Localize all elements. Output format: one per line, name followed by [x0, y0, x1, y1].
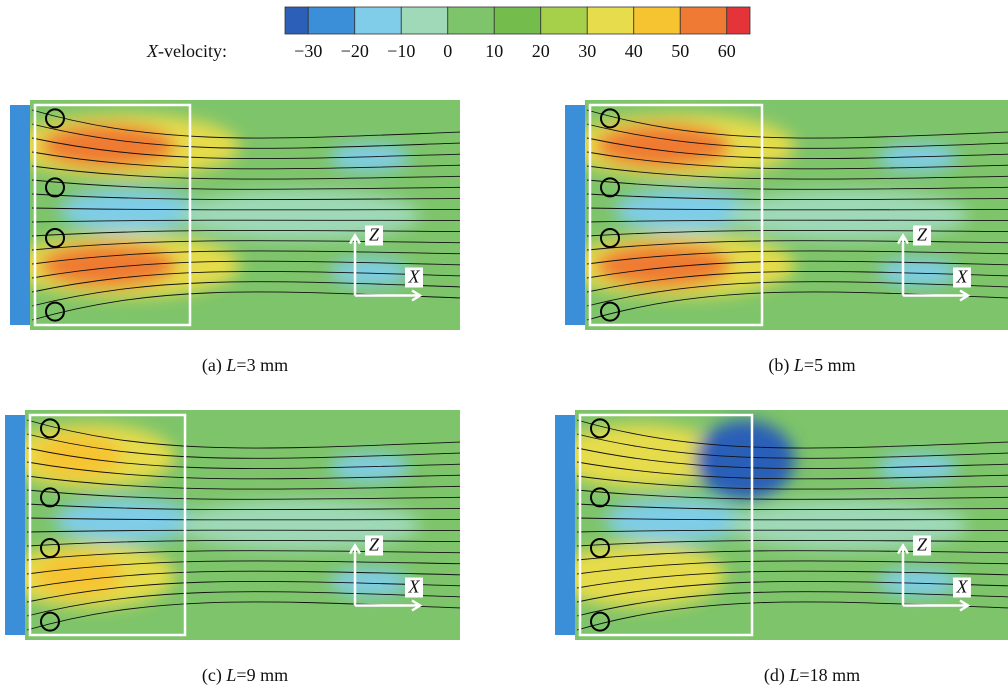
- caption-rest: =3 mm: [236, 355, 288, 375]
- panel-caption: (b) L=5 mm: [768, 355, 855, 376]
- colorbar-swatch: [355, 7, 402, 34]
- caption-tag: (b): [768, 355, 794, 376]
- colorbar-swatch: [448, 7, 495, 34]
- axis-label-z: Z: [369, 225, 380, 245]
- colorbar-label-rest: -velocity:: [158, 41, 227, 61]
- colorbar-tick-label: −10: [387, 41, 415, 61]
- recirc: [60, 188, 200, 232]
- axis-label-x: X: [408, 577, 421, 597]
- colorbar-swatch: [494, 7, 541, 34]
- caption-var: L: [225, 665, 236, 685]
- wake: [728, 190, 968, 240]
- caption-tag: (c): [202, 665, 226, 686]
- colorbar-tick-label: 50: [671, 41, 689, 61]
- colorbar-swatch: [727, 7, 750, 34]
- inlet-wall: [10, 105, 32, 325]
- wake: [180, 500, 420, 550]
- inlet-wall: [5, 415, 27, 635]
- colorbar-tick-label: 10: [485, 41, 503, 61]
- colorbar-swatch: [541, 7, 588, 34]
- wake: [728, 500, 968, 550]
- colorbar-tick-label: 60: [718, 41, 736, 61]
- colorbar-label: X-velocity:: [146, 41, 227, 61]
- colorbar-swatch: [634, 7, 681, 34]
- axis-label-x: X: [956, 577, 969, 597]
- contour-panel: ZX: [555, 410, 1008, 640]
- caption-tag: (d): [764, 665, 790, 686]
- jet-core: [35, 434, 123, 478]
- jet-core: [35, 554, 123, 598]
- contour-panel: ZX: [565, 100, 1008, 330]
- colorbar-swatch: [308, 7, 355, 34]
- caption-rest: =5 mm: [804, 355, 856, 375]
- colorbar-swatch: [401, 7, 448, 34]
- caption-rest: =18 mm: [799, 665, 860, 685]
- colorbar-tick-label: −30: [294, 41, 322, 61]
- wake: [180, 190, 420, 240]
- colorbar-tick-label: 20: [532, 41, 550, 61]
- panel-caption: (d) L=18 mm: [764, 665, 860, 686]
- caption-tag: (a): [202, 355, 226, 376]
- colorbar-tick-label: 30: [578, 41, 596, 61]
- inlet-wall: [565, 105, 587, 325]
- colorbar-tick-label: −20: [341, 41, 369, 61]
- contour-panel: ZX: [10, 100, 460, 330]
- reverse-zone: [695, 420, 795, 500]
- colorbar-swatch: [587, 7, 634, 34]
- caption-var: L: [793, 355, 804, 375]
- axis-label-z: Z: [917, 225, 928, 245]
- figure: X-velocity: −30−20−100102030405060ZX(a) …: [0, 0, 1008, 694]
- axis-label-x: X: [956, 267, 969, 287]
- inlet-wall: [555, 415, 577, 635]
- jet-core: [40, 244, 176, 288]
- colorbar-swatch: [680, 7, 727, 34]
- jet-core: [585, 554, 673, 598]
- colorbar-tick-label: 40: [625, 41, 643, 61]
- jet-core: [595, 244, 731, 288]
- axis-label-z: Z: [917, 535, 928, 555]
- recirc: [605, 498, 745, 542]
- axis-label-x: X: [408, 267, 421, 287]
- colorbar-swatch: [285, 7, 308, 34]
- panel-caption: (a) L=3 mm: [202, 355, 288, 376]
- caption-var: L: [225, 355, 236, 375]
- recirc: [55, 498, 195, 542]
- contour-panel: ZX: [5, 410, 460, 640]
- caption-rest: =9 mm: [236, 665, 288, 685]
- caption-var: L: [788, 665, 799, 685]
- colorbar-tick-label: 0: [443, 41, 452, 61]
- panel-caption: (c) L=9 mm: [202, 665, 288, 686]
- axis-label-z: Z: [369, 535, 380, 555]
- jet-core: [585, 434, 673, 478]
